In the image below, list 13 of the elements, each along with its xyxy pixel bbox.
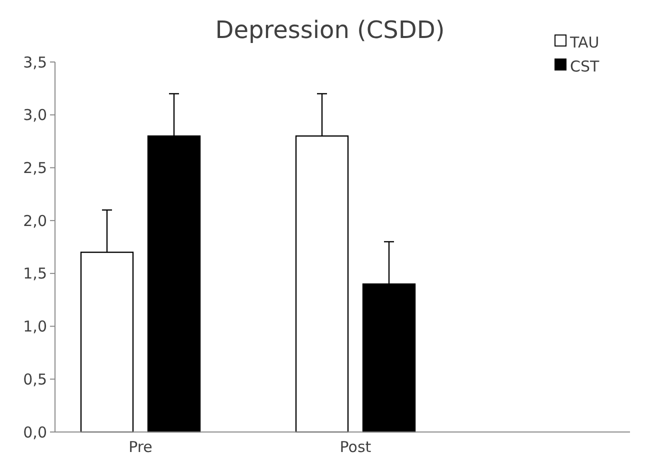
chart-title: Depression (CSDD) bbox=[215, 16, 445, 44]
y-tick-label: 3,0 bbox=[23, 106, 47, 124]
y-tick-label: 0,0 bbox=[23, 423, 47, 442]
y-tick-label: 3,5 bbox=[23, 53, 47, 72]
y-tick-label: 1,0 bbox=[23, 318, 47, 336]
legend-label: TAU bbox=[569, 33, 600, 52]
y-tick-label: 2,5 bbox=[23, 158, 47, 177]
y-tick-label: 0,5 bbox=[23, 370, 47, 388]
y-tick-label: 2,0 bbox=[23, 212, 47, 230]
legend-label: CST bbox=[570, 57, 600, 76]
x-tick-label: Post bbox=[340, 438, 372, 456]
x-tick-label: Pre bbox=[128, 438, 152, 456]
y-tick-label: 1,5 bbox=[23, 264, 47, 283]
